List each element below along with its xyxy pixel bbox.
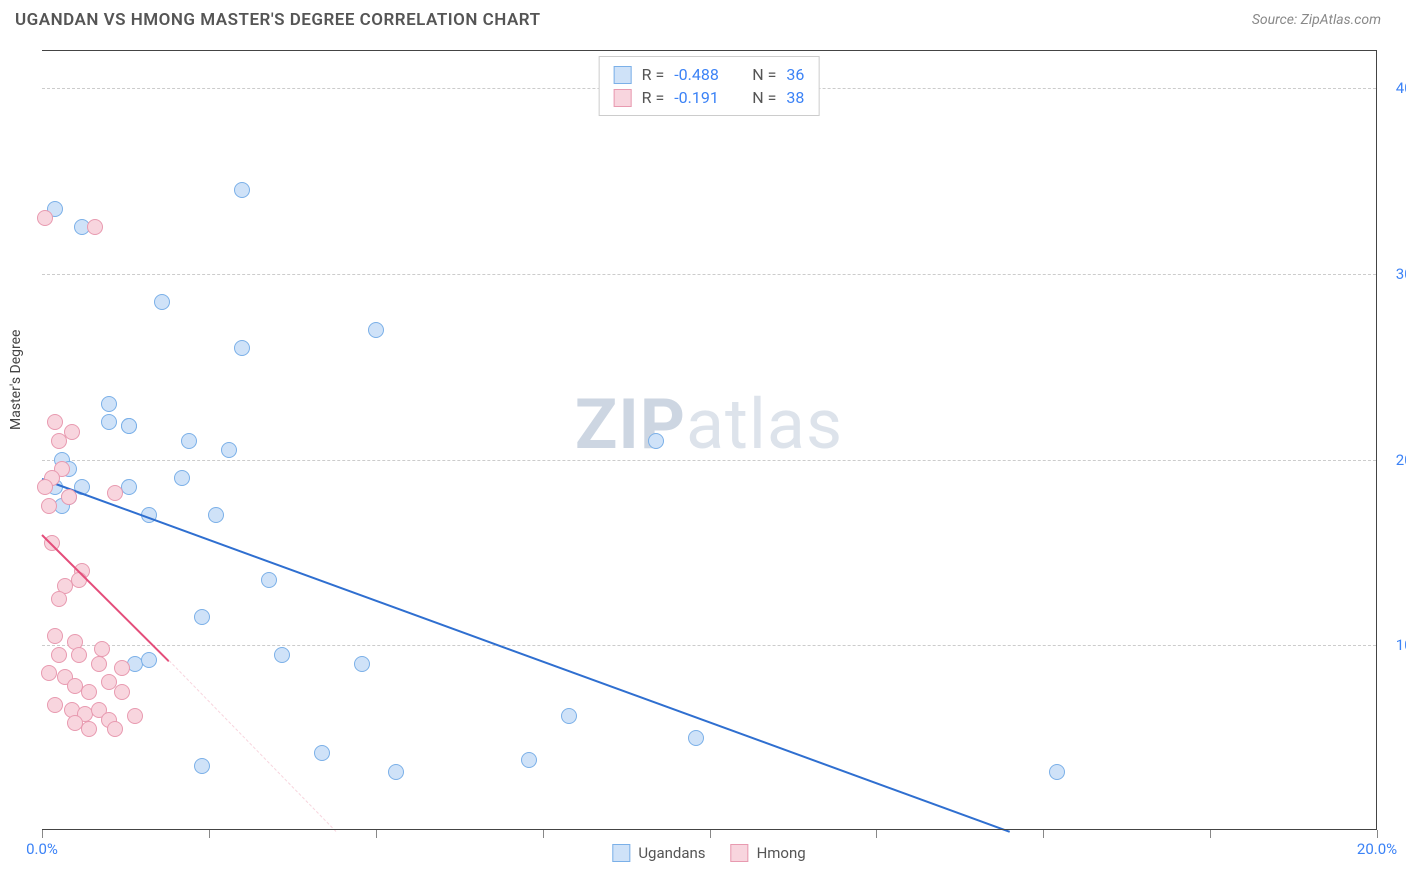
x-tick bbox=[376, 830, 377, 838]
data-point bbox=[61, 489, 77, 505]
data-point bbox=[194, 609, 210, 625]
data-point bbox=[194, 758, 210, 774]
series-legend: Ugandans Hmong bbox=[612, 844, 805, 862]
gridline bbox=[42, 274, 1376, 275]
chart-title: UGANDAN VS HMONG MASTER'S DEGREE CORRELA… bbox=[15, 10, 541, 30]
trend-line bbox=[168, 660, 336, 832]
x-tick bbox=[42, 830, 43, 838]
data-point bbox=[261, 572, 277, 588]
data-point bbox=[314, 745, 330, 761]
data-point bbox=[234, 340, 250, 356]
data-point bbox=[114, 684, 130, 700]
data-point bbox=[1049, 764, 1065, 780]
data-point bbox=[354, 656, 370, 672]
legend-row: R = -0.191 N = 38 bbox=[614, 86, 805, 109]
data-point bbox=[521, 752, 537, 768]
data-point bbox=[127, 708, 143, 724]
data-point bbox=[71, 572, 87, 588]
data-point bbox=[141, 652, 157, 668]
data-point bbox=[81, 721, 97, 737]
y-tick-label: 10.0% bbox=[1396, 636, 1406, 654]
data-point bbox=[221, 442, 237, 458]
data-point bbox=[47, 628, 63, 644]
data-point bbox=[274, 647, 290, 663]
data-point bbox=[107, 485, 123, 501]
y-tick-label: 40.0% bbox=[1396, 79, 1406, 97]
x-tick bbox=[876, 830, 877, 838]
y-axis-label: Master's Degree bbox=[8, 330, 24, 430]
gridline bbox=[42, 460, 1376, 461]
data-point bbox=[64, 424, 80, 440]
data-point bbox=[234, 182, 250, 198]
y-tick-label: 30.0% bbox=[1396, 265, 1406, 283]
data-point bbox=[71, 647, 87, 663]
data-point bbox=[114, 660, 130, 676]
legend-item: Hmong bbox=[731, 844, 806, 862]
data-point bbox=[107, 721, 123, 737]
data-point bbox=[561, 708, 577, 724]
data-point bbox=[37, 210, 53, 226]
data-point bbox=[174, 470, 190, 486]
data-point bbox=[47, 414, 63, 430]
data-point bbox=[87, 219, 103, 235]
y-tick-label: 20.0% bbox=[1396, 451, 1406, 469]
data-point bbox=[41, 498, 57, 514]
data-point bbox=[101, 414, 117, 430]
x-tick bbox=[1377, 830, 1378, 838]
data-point bbox=[688, 730, 704, 746]
data-point bbox=[94, 641, 110, 657]
data-point bbox=[208, 507, 224, 523]
data-point bbox=[121, 418, 137, 434]
x-tick bbox=[209, 830, 210, 838]
trend-line bbox=[42, 478, 1011, 833]
x-tick-label: 20.0% bbox=[1357, 840, 1397, 858]
x-tick bbox=[1210, 830, 1211, 838]
data-point bbox=[37, 479, 53, 495]
x-tick bbox=[1043, 830, 1044, 838]
data-point bbox=[81, 684, 97, 700]
data-point bbox=[41, 665, 57, 681]
data-point bbox=[388, 764, 404, 780]
data-point bbox=[47, 697, 63, 713]
source-label: Source: ZipAtlas.com bbox=[1252, 12, 1381, 28]
data-point bbox=[181, 433, 197, 449]
chart-area: ZIPatlas 10.0%20.0%30.0%40.0%0.0%20.0% R… bbox=[42, 50, 1377, 830]
data-point bbox=[648, 433, 664, 449]
data-point bbox=[51, 591, 67, 607]
legend-item: Ugandans bbox=[612, 844, 705, 862]
data-point bbox=[51, 647, 67, 663]
data-point bbox=[91, 656, 107, 672]
x-tick-label: 0.0% bbox=[26, 840, 58, 858]
data-point bbox=[154, 294, 170, 310]
legend-row: R = -0.488 N = 36 bbox=[614, 63, 805, 86]
data-point bbox=[368, 322, 384, 338]
gridline bbox=[42, 645, 1376, 646]
data-point bbox=[101, 396, 117, 412]
x-tick bbox=[543, 830, 544, 838]
correlation-legend: R = -0.488 N = 36R = -0.191 N = 38 bbox=[599, 56, 820, 116]
x-tick bbox=[710, 830, 711, 838]
